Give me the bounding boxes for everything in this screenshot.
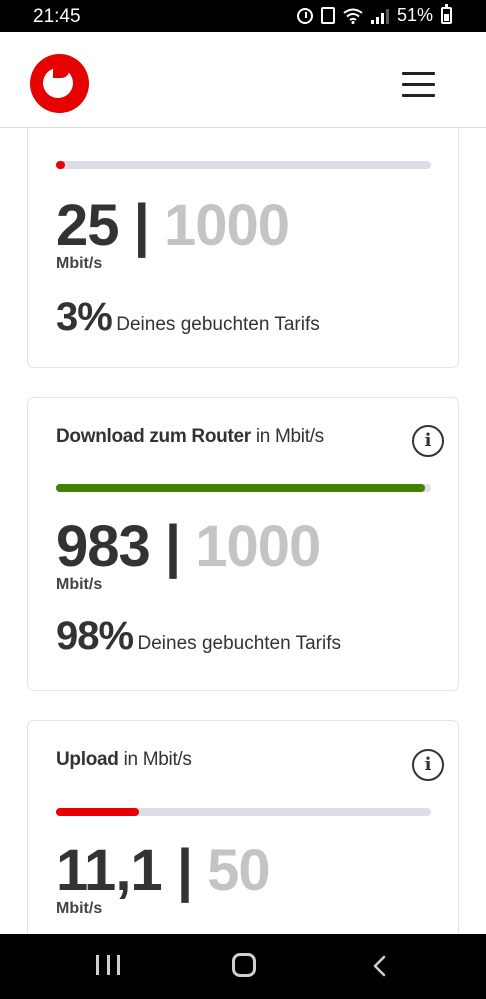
- battery-icon: [441, 4, 452, 24]
- separator: |: [164, 514, 181, 579]
- battery-percent: 51%: [396, 5, 433, 25]
- card-title: Upload in Mbit/s: [56, 749, 192, 771]
- percent-value: 3%: [56, 295, 113, 339]
- speed-value: 11,1 | 50: [56, 842, 271, 900]
- progress-bar: [56, 808, 431, 816]
- tariff-speed: 50: [207, 838, 271, 903]
- alarm-icon: [296, 7, 313, 24]
- card-title-unit: in Mbit/s: [250, 426, 324, 447]
- info-icon[interactable]: i: [412, 425, 444, 457]
- unit-label: Mbit/s: [56, 576, 103, 593]
- vodafone-logo[interactable]: [30, 54, 89, 113]
- card-title: Download zum Router in Mbit/s: [56, 426, 324, 448]
- progress-fill: [56, 484, 425, 492]
- hamburger-menu-icon[interactable]: [402, 72, 436, 98]
- data-saver-icon: [320, 7, 335, 24]
- progress-bar: [56, 484, 431, 492]
- progress-fill: [56, 808, 139, 816]
- card-title-unit: in Mbit/s: [118, 749, 192, 770]
- percent-text: Deines gebuchten Tarifs: [116, 314, 320, 335]
- measured-speed: 25: [56, 193, 120, 258]
- speedtest-results: i 25 | 1000 Mbit/s 3% Deines gebuchten T…: [0, 128, 486, 934]
- speed-card-partial: i 25 | 1000 Mbit/s 3% Deines gebuchten T…: [27, 128, 459, 368]
- wifi-icon: [343, 8, 363, 24]
- percent-line: 98% Deines gebuchten Tarifs: [56, 614, 341, 659]
- separator: |: [176, 838, 193, 903]
- unit-label: Mbit/s: [56, 900, 103, 917]
- separator: |: [133, 193, 150, 258]
- tariff-speed: 1000: [195, 514, 321, 579]
- percent-text: Deines gebuchten Tarifs: [137, 633, 342, 654]
- card-title-main: Download zum Router: [56, 426, 251, 447]
- card-title-main: Upload: [56, 749, 119, 770]
- measured-speed: 983: [56, 514, 151, 579]
- percent-value: 98%: [56, 614, 134, 658]
- tariff-speed: 1000: [164, 193, 290, 258]
- system-nav-bar: [0, 934, 486, 999]
- speed-value: 983 | 1000: [56, 518, 321, 576]
- back-icon[interactable]: [368, 954, 392, 978]
- measured-speed: 11,1: [56, 838, 163, 903]
- app-header: [0, 32, 486, 128]
- download-card: Download zum Router in Mbit/s i 983 | 10…: [27, 397, 459, 691]
- status-icons: 51%: [296, 4, 452, 26]
- progress-fill: [56, 161, 65, 169]
- recents-icon[interactable]: [96, 955, 120, 975]
- unit-label: Mbit/s: [56, 255, 103, 272]
- home-icon[interactable]: [232, 953, 256, 977]
- status-bar: 21:45 51%: [0, 0, 486, 32]
- speed-value: 25 | 1000: [56, 197, 290, 255]
- status-time: 21:45: [33, 6, 81, 27]
- progress-bar: [56, 161, 431, 169]
- signal-icon: [370, 8, 389, 24]
- info-icon[interactable]: i: [412, 749, 444, 781]
- percent-line: 3% Deines gebuchten Tarifs: [56, 295, 320, 340]
- upload-card: Upload in Mbit/s i 11,1 | 50 Mbit/s: [27, 720, 459, 934]
